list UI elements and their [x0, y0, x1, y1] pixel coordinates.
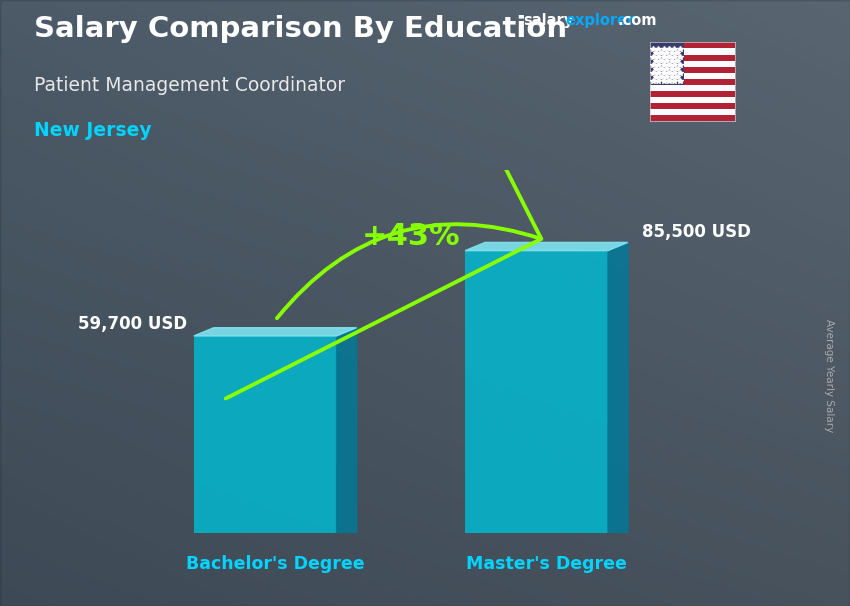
- Bar: [650, 67, 735, 73]
- Bar: [650, 103, 735, 109]
- Bar: [650, 42, 684, 85]
- Text: Salary Comparison By Education: Salary Comparison By Education: [34, 15, 567, 43]
- Text: 85,500 USD: 85,500 USD: [643, 223, 751, 241]
- Text: Patient Management Coordinator: Patient Management Coordinator: [34, 76, 345, 95]
- Bar: [650, 48, 735, 55]
- Bar: [465, 251, 608, 533]
- Bar: [650, 109, 735, 115]
- Bar: [650, 115, 735, 121]
- Bar: [650, 97, 735, 103]
- Text: Bachelor's Degree: Bachelor's Degree: [186, 555, 365, 573]
- Bar: [650, 73, 735, 79]
- Polygon shape: [337, 328, 357, 533]
- Text: Average Yearly Salary: Average Yearly Salary: [824, 319, 834, 432]
- Bar: [650, 55, 735, 61]
- Text: explorer: explorer: [565, 13, 635, 28]
- Text: Master's Degree: Master's Degree: [466, 555, 627, 573]
- Bar: [650, 42, 735, 48]
- Text: salary: salary: [523, 13, 573, 28]
- Polygon shape: [465, 242, 628, 251]
- Text: +43%: +43%: [361, 222, 460, 251]
- Polygon shape: [194, 328, 357, 336]
- FancyArrowPatch shape: [226, 0, 541, 399]
- Bar: [650, 85, 735, 91]
- Bar: [194, 336, 337, 533]
- Text: .com: .com: [618, 13, 657, 28]
- Text: New Jersey: New Jersey: [34, 121, 151, 140]
- Polygon shape: [608, 242, 628, 533]
- Text: 59,700 USD: 59,700 USD: [77, 316, 187, 333]
- Bar: [650, 61, 735, 67]
- Bar: [650, 91, 735, 97]
- Bar: [650, 79, 735, 85]
